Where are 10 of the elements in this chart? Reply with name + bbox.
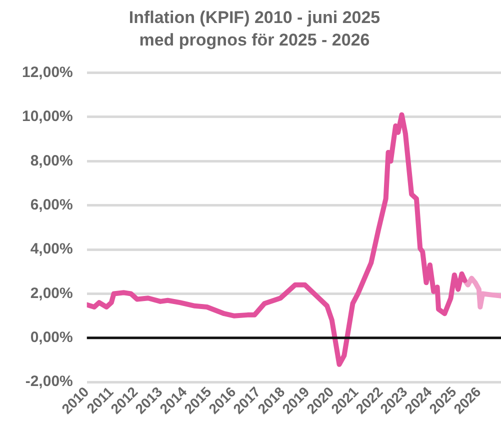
y-tick-label: 2,00% xyxy=(30,284,73,302)
chart-title: Inflation (KPIF) 2010 - juni 2025 xyxy=(128,8,380,27)
y-tick-label: 10,00% xyxy=(22,108,73,126)
y-tick-label: 4,00% xyxy=(30,240,73,258)
y-tick-label: -2,00% xyxy=(25,373,73,390)
chart-subtitle: med prognos för 2025 - 2026 xyxy=(139,30,370,50)
y-tick-label: 6,00% xyxy=(30,196,73,214)
y-tick-label: 8,00% xyxy=(30,152,73,170)
y-tick-label: 12,00% xyxy=(22,64,73,81)
y-tick-label: 0,00% xyxy=(30,329,73,346)
